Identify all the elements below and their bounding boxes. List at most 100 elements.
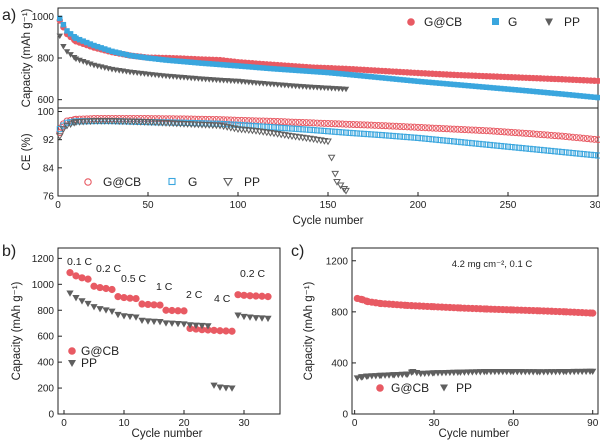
data-point bbox=[425, 124, 433, 132]
data-point bbox=[100, 118, 109, 125]
data-point bbox=[338, 120, 346, 128]
y-tick-label: 92 bbox=[43, 135, 55, 146]
data-point bbox=[522, 145, 530, 152]
data-point bbox=[126, 313, 134, 321]
data-point bbox=[105, 47, 112, 53]
data-point bbox=[407, 123, 415, 131]
data-point bbox=[382, 122, 390, 130]
y-tick-label: 84 bbox=[43, 163, 55, 174]
data-point bbox=[198, 322, 206, 330]
data-point bbox=[537, 146, 544, 153]
data-point bbox=[132, 294, 140, 303]
data-point bbox=[292, 118, 300, 126]
data-point bbox=[403, 123, 411, 131]
panel-b-rate-chart: 0 200 400 600 800 1000 1200 0 10 20 30 Capacity (… bbox=[11, 247, 281, 440]
data-point bbox=[192, 322, 200, 329]
data-point bbox=[465, 139, 472, 146]
y-axis-ticks: 76 84 92 100 bbox=[37, 107, 62, 203]
data-point bbox=[350, 72, 356, 78]
data-point bbox=[274, 66, 281, 72]
data-point bbox=[231, 62, 238, 69]
data-point bbox=[393, 76, 400, 82]
data-point bbox=[192, 325, 200, 333]
data-point bbox=[501, 86, 508, 92]
data-point bbox=[324, 138, 332, 146]
panel-label-a: a) bbox=[2, 7, 16, 24]
data-point bbox=[594, 136, 600, 144]
data-point bbox=[490, 127, 498, 135]
data-point bbox=[577, 93, 583, 99]
data-point bbox=[540, 147, 548, 154]
x-tick-label: 90 bbox=[587, 418, 599, 429]
data-point bbox=[102, 46, 108, 52]
y-tick-label: 400 bbox=[331, 358, 348, 369]
data-point bbox=[168, 320, 176, 327]
data-point bbox=[274, 124, 281, 131]
rate-label-3: 1 C bbox=[156, 281, 173, 293]
data-point bbox=[240, 313, 248, 321]
data-point bbox=[558, 132, 566, 140]
y-axis-ticks: 600 800 1000 bbox=[32, 12, 62, 106]
data-point bbox=[454, 138, 461, 145]
data-point bbox=[486, 127, 494, 135]
data-point bbox=[436, 136, 443, 144]
data-point bbox=[494, 142, 501, 149]
data-point bbox=[547, 131, 555, 139]
data-point bbox=[242, 63, 248, 70]
x-tick-label: 0 bbox=[55, 200, 61, 211]
legend: G@CB G PP bbox=[84, 175, 260, 189]
data-point bbox=[440, 80, 446, 87]
data-point bbox=[210, 382, 218, 389]
data-point bbox=[296, 67, 302, 74]
data-point bbox=[278, 124, 285, 131]
data-point bbox=[418, 135, 425, 142]
data-point bbox=[169, 115, 177, 123]
data-point bbox=[148, 115, 156, 123]
data-point bbox=[204, 323, 212, 330]
data-point bbox=[84, 39, 90, 46]
data-point bbox=[328, 128, 335, 135]
legend-marker-pp bbox=[545, 18, 553, 26]
data-point bbox=[156, 319, 164, 326]
data-point bbox=[469, 83, 475, 89]
x-tick-label: 150 bbox=[320, 200, 337, 211]
plot-area bbox=[66, 269, 272, 392]
data-point bbox=[451, 81, 457, 88]
data-point bbox=[162, 306, 170, 314]
data-point bbox=[180, 321, 188, 328]
data-point bbox=[144, 300, 152, 309]
data-point bbox=[566, 149, 573, 156]
data-point bbox=[331, 170, 340, 178]
data-point bbox=[56, 33, 63, 40]
data-point bbox=[114, 311, 122, 319]
data-point bbox=[210, 326, 218, 334]
data-point bbox=[310, 119, 318, 127]
data-point bbox=[148, 55, 155, 62]
legend-item-pp: PP bbox=[440, 381, 472, 395]
data-point bbox=[289, 67, 295, 73]
x-axis-label: Cycle number bbox=[439, 428, 510, 440]
data-point bbox=[436, 80, 443, 86]
data-point bbox=[472, 83, 479, 90]
data-point bbox=[252, 315, 260, 322]
data-point bbox=[584, 151, 591, 158]
data-point bbox=[526, 130, 534, 138]
data-point bbox=[130, 53, 137, 59]
data-point bbox=[228, 62, 234, 69]
data-point bbox=[288, 118, 296, 126]
data-point bbox=[343, 71, 349, 77]
data-point bbox=[176, 115, 184, 123]
data-point bbox=[281, 118, 289, 126]
x-axis-ticks: 0 50 100 150 200 250 300 bbox=[55, 192, 600, 211]
data-point bbox=[368, 74, 374, 80]
panel-a-capacity-chart: 600 800 1000 Capacity (mAh g⁻¹) G@CB G PP bbox=[21, 7, 600, 109]
data-point bbox=[544, 147, 551, 154]
data-point bbox=[378, 132, 386, 139]
data-point bbox=[306, 119, 314, 127]
data-point bbox=[353, 375, 361, 382]
data-point bbox=[285, 67, 292, 73]
data-point bbox=[314, 127, 321, 134]
data-point bbox=[170, 57, 176, 64]
data-point bbox=[181, 58, 187, 65]
data-point bbox=[454, 125, 462, 133]
